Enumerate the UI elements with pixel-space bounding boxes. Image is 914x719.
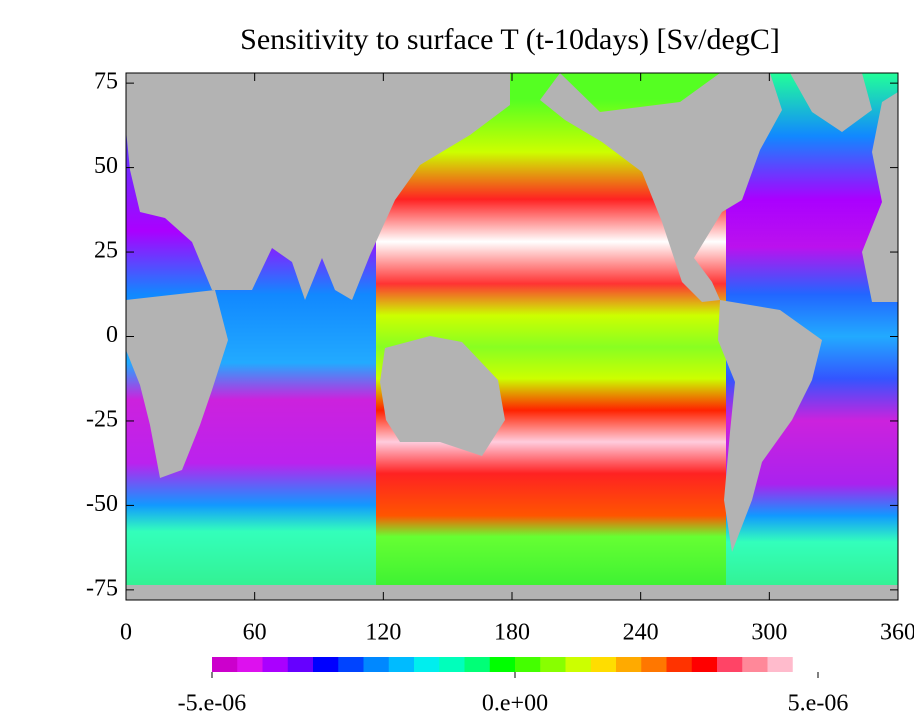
colorbar-tick-label: -5.e-06 [178, 691, 247, 717]
colorbar-swatch [237, 657, 263, 672]
y-tick-label: -25 [86, 406, 118, 432]
y-tick-label: 25 [94, 238, 118, 264]
colorbar-swatch [414, 657, 440, 672]
land [790, 73, 872, 132]
x-tick-label: 180 [494, 620, 530, 646]
colorbar-swatch [515, 657, 541, 672]
colorbar-swatch [439, 657, 465, 672]
colorbar-tick-label: 5.e-06 [788, 691, 849, 717]
y-tick-label: -75 [86, 575, 118, 601]
land [126, 73, 510, 300]
land [380, 336, 505, 456]
colorbar-swatch [616, 657, 642, 672]
colorbar-swatch [742, 657, 768, 672]
colorbar-swatch [641, 657, 667, 672]
colorbar-swatch [287, 657, 314, 672]
land [540, 73, 782, 302]
colorbar-swatch [363, 657, 390, 672]
colorbar-swatch [666, 657, 693, 672]
colorbar-swatch [262, 657, 289, 672]
colorbar-swatch [691, 657, 718, 672]
colorbar-swatch [717, 657, 743, 672]
colorbar-swatch [313, 657, 339, 672]
x-tick-label: 300 [751, 620, 787, 646]
x-tick-label: 120 [365, 620, 401, 646]
y-tick-label: 75 [94, 69, 118, 95]
colorbar-swatch [338, 657, 364, 672]
y-tick-label: 50 [94, 153, 118, 179]
x-tick-label: 60 [243, 620, 267, 646]
colorbar-swatch [212, 657, 238, 672]
colorbar-swatch [565, 657, 592, 672]
x-tick-label: 0 [120, 620, 132, 646]
land [126, 290, 228, 478]
colorbar-swatch [767, 657, 794, 672]
y-tick-label: -50 [86, 491, 118, 517]
land [862, 92, 898, 302]
colorbar-swatch [388, 657, 415, 672]
colorbar-swatch [540, 657, 566, 672]
colorbar-swatch [489, 657, 516, 672]
x-tick-label: 360 [880, 620, 914, 646]
colorbar-swatch [590, 657, 617, 672]
colorbar-swatch [464, 657, 491, 672]
y-tick-label: 0 [106, 322, 118, 348]
chart-title: Sensitivity to surface T (t-10days) [Sv/… [240, 23, 780, 56]
colorbar-tick-label: 0.e+00 [482, 691, 548, 717]
colorbar-swatch [792, 657, 819, 672]
land [718, 300, 822, 552]
map-field [126, 73, 898, 600]
x-tick-label: 240 [623, 620, 659, 646]
